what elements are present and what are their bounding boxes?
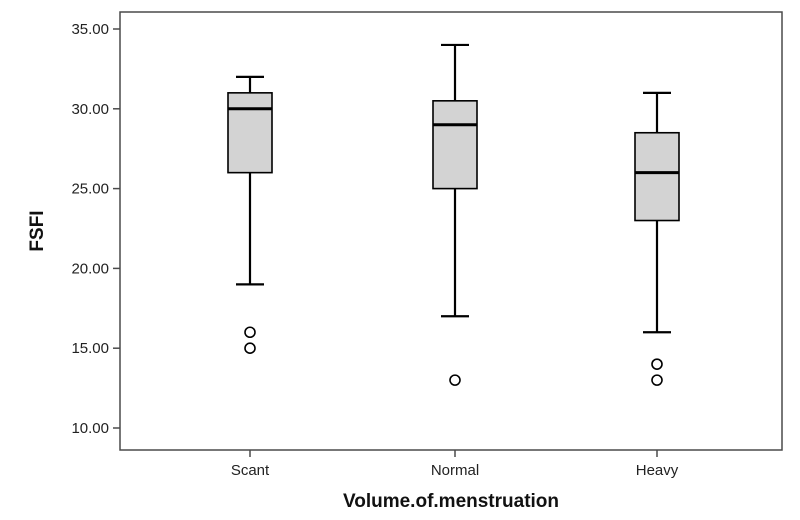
x-tick-label: Heavy (636, 462, 679, 479)
y-tick-label: 10.00 (71, 420, 109, 437)
y-tick-label: 30.00 (71, 101, 109, 118)
box-heavy (634, 91, 680, 386)
y-tick-label: 35.00 (71, 21, 109, 38)
y-axis-title: FSFI (27, 210, 48, 251)
plot-frame (119, 11, 783, 451)
x-tick-label: Scant (231, 462, 270, 479)
y-tick-label: 15.00 (71, 340, 109, 357)
box-scant (227, 75, 273, 355)
box-iqr (432, 100, 478, 190)
box-iqr (227, 92, 273, 174)
y-tick-label: 25.00 (71, 181, 109, 198)
outlier-point (651, 374, 663, 386)
boxes-layer (227, 43, 680, 386)
x-axis-title: Volume.of.menstruation (343, 491, 559, 512)
box-iqr (634, 131, 680, 222)
x-axis: Scant Normal Heavy (231, 450, 679, 479)
y-tick-label: 20.00 (71, 260, 109, 277)
y-axis: 10.00 15.00 20.00 25.00 30.00 35.00 (71, 21, 120, 437)
outlier-point (651, 358, 663, 370)
box-normal (432, 43, 478, 386)
outlier-point (449, 374, 461, 386)
x-tick-label: Normal (431, 462, 479, 479)
outlier-point (244, 326, 256, 339)
outlier-point (244, 342, 256, 355)
